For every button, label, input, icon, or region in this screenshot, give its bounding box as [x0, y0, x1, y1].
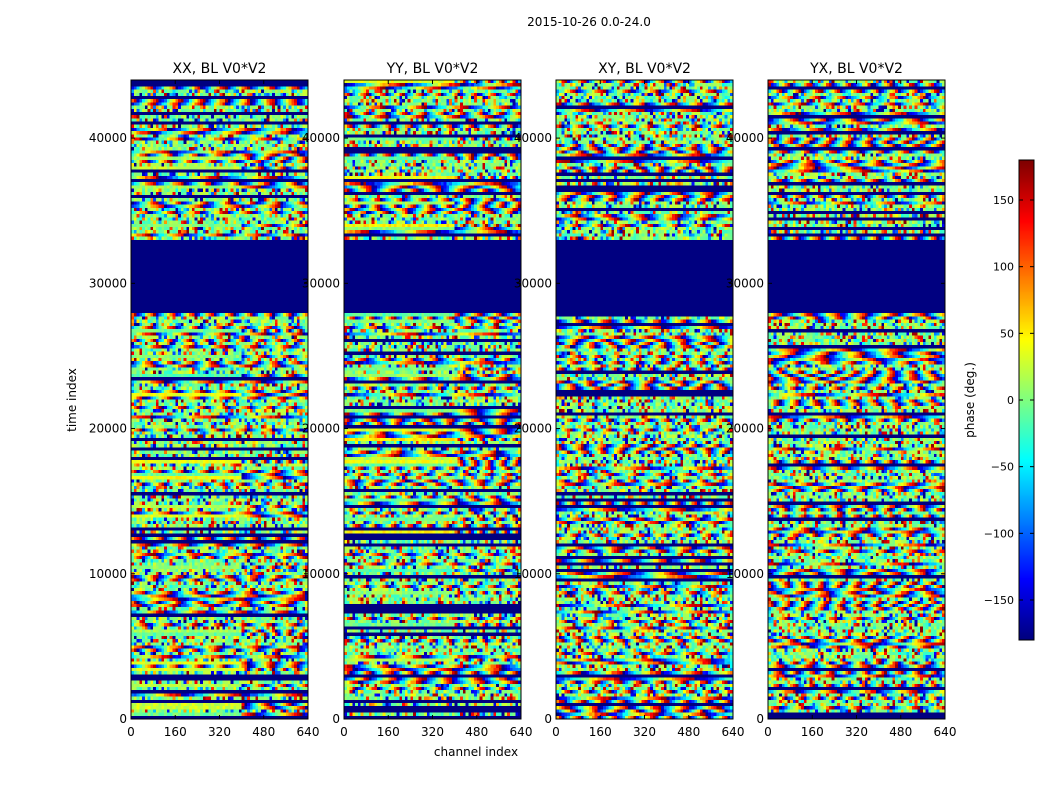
- y-axis-label: time index: [65, 368, 79, 432]
- y-tick-label: 30000: [302, 276, 340, 290]
- colorbar: 150 100 50 0 −50 −100 −150: [984, 159, 1035, 641]
- x-tick-label: 640: [297, 725, 320, 739]
- x-tick-label: 0: [340, 725, 348, 739]
- x-tick-label: 480: [252, 725, 275, 739]
- colorbar-gradient: [1019, 160, 1034, 640]
- y-tick-label: 40000: [726, 131, 764, 145]
- y-tick-label: 10000: [726, 567, 764, 581]
- panel-title: XX, BL V0*V2: [173, 61, 267, 77]
- x-tick-label: 320: [421, 725, 444, 739]
- y-tick-label: 0: [544, 712, 552, 726]
- y-tick-label: 10000: [89, 567, 127, 581]
- x-tick-label: 480: [677, 725, 700, 739]
- x-tick-label: 320: [633, 725, 656, 739]
- colorbar-tick-label: −150: [984, 594, 1014, 607]
- x-tick-label: 0: [127, 725, 135, 739]
- panel-title: YX, BL V0*V2: [809, 61, 903, 77]
- x-tick-label: 160: [801, 725, 824, 739]
- y-tick-label: 20000: [726, 422, 764, 436]
- colorbar-label: phase (deg.): [963, 362, 977, 438]
- colorbar-tick-label: 50: [1000, 327, 1014, 340]
- y-tick-label: 40000: [302, 131, 340, 145]
- x-axis-label: channel index: [434, 745, 518, 759]
- x-tick-label: 640: [934, 725, 957, 739]
- heatmap-image: [344, 80, 521, 719]
- x-tick-label: 160: [377, 725, 400, 739]
- panel-0: XX, BL V0*V2 0 160 320 480 640 0 10000 20000 3000…: [89, 61, 320, 739]
- y-tick-label: 20000: [302, 422, 340, 436]
- x-tick-label: 0: [764, 725, 772, 739]
- heatmap-image: [768, 80, 945, 719]
- y-tick-label: 20000: [514, 422, 552, 436]
- y-tick-label: 30000: [89, 276, 127, 290]
- colorbar-tick-label: 150: [993, 194, 1014, 207]
- x-tick-label: 320: [845, 725, 868, 739]
- panel-2: XY, BL V0*V2 0 160 320 480 640 0 10000 20000 3000…: [514, 61, 745, 739]
- panel-3: YX, BL V0*V2 0 160 320 480 640 0 10000 20000 3000…: [726, 61, 957, 739]
- colorbar-tick-label: 100: [993, 261, 1014, 274]
- panel-title: YY, BL V0*V2: [386, 61, 479, 77]
- x-tick-label: 480: [889, 725, 912, 739]
- x-tick-label: 640: [510, 725, 533, 739]
- y-tick-label: 40000: [89, 131, 127, 145]
- heatmap-image: [556, 80, 733, 719]
- y-tick-label: 20000: [89, 422, 127, 436]
- x-tick-label: 160: [164, 725, 187, 739]
- x-tick-label: 160: [589, 725, 612, 739]
- y-tick-label: 10000: [302, 567, 340, 581]
- x-tick-label: 320: [208, 725, 231, 739]
- y-tick-label: 30000: [726, 276, 764, 290]
- y-tick-label: 10000: [514, 567, 552, 581]
- x-tick-label: 480: [465, 725, 488, 739]
- heatmap-image: [131, 80, 308, 719]
- y-tick-label: 0: [332, 712, 340, 726]
- x-tick-label: 0: [552, 725, 560, 739]
- colorbar-tick-label: −100: [984, 527, 1014, 540]
- y-tick-label: 0: [756, 712, 764, 726]
- y-tick-label: 40000: [514, 131, 552, 145]
- colorbar-tick-label: 0: [1007, 394, 1014, 407]
- colorbar-tick-label: −50: [991, 461, 1014, 474]
- panel-1: YY, BL V0*V2 0 160 320 480 640 0 10000 20000 3000…: [302, 61, 533, 739]
- x-tick-label: 640: [722, 725, 745, 739]
- panel-title: XY, BL V0*V2: [598, 61, 691, 77]
- y-tick-label: 30000: [514, 276, 552, 290]
- y-tick-label: 0: [119, 712, 127, 726]
- panels-group: XX, BL V0*V2 0 160 320 480 640 0 10000 20000 3000…: [89, 61, 957, 739]
- figure-suptitle: 2015-10-26 0.0-24.0: [527, 15, 651, 29]
